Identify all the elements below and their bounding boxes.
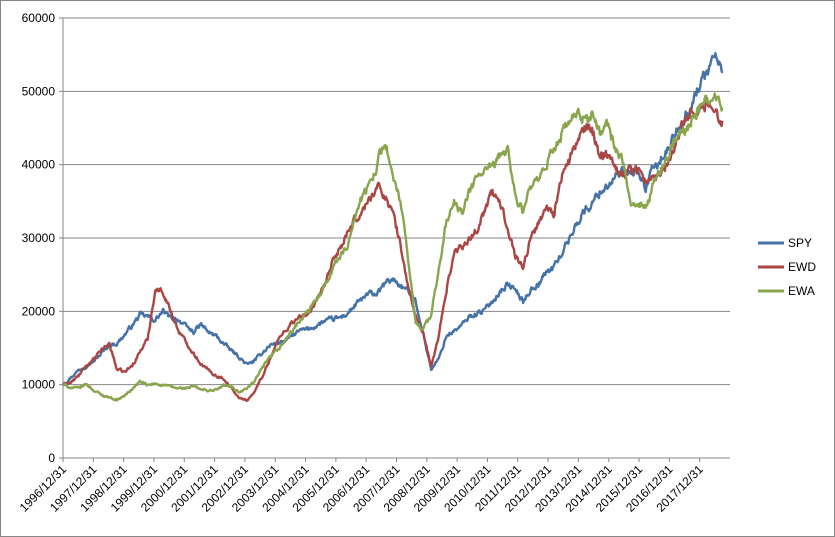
- legend-label-ewa: EWA: [788, 284, 815, 298]
- series-line-ewa: [62, 92, 724, 402]
- y-tick-label: 20000: [22, 304, 56, 318]
- legend: SPY EWD EWA: [758, 236, 816, 298]
- y-tick-label: 60000: [22, 11, 56, 25]
- y-axis-tick-labels: 0 10000 20000 30000 40000 50000 60000: [22, 11, 56, 465]
- legend-label-ewd: EWD: [788, 260, 816, 274]
- y-tick-label: 40000: [22, 158, 56, 172]
- legend-label-spy: SPY: [788, 236, 812, 250]
- y-tick-label: 30000: [22, 231, 56, 245]
- gridlines: [63, 17, 730, 386]
- y-tick-label: 0: [48, 451, 55, 465]
- y-tick-label: 50000: [22, 84, 56, 98]
- series-line-ewd: [61, 96, 724, 403]
- y-tick-label: 10000: [22, 378, 56, 392]
- series-lines: [61, 52, 724, 403]
